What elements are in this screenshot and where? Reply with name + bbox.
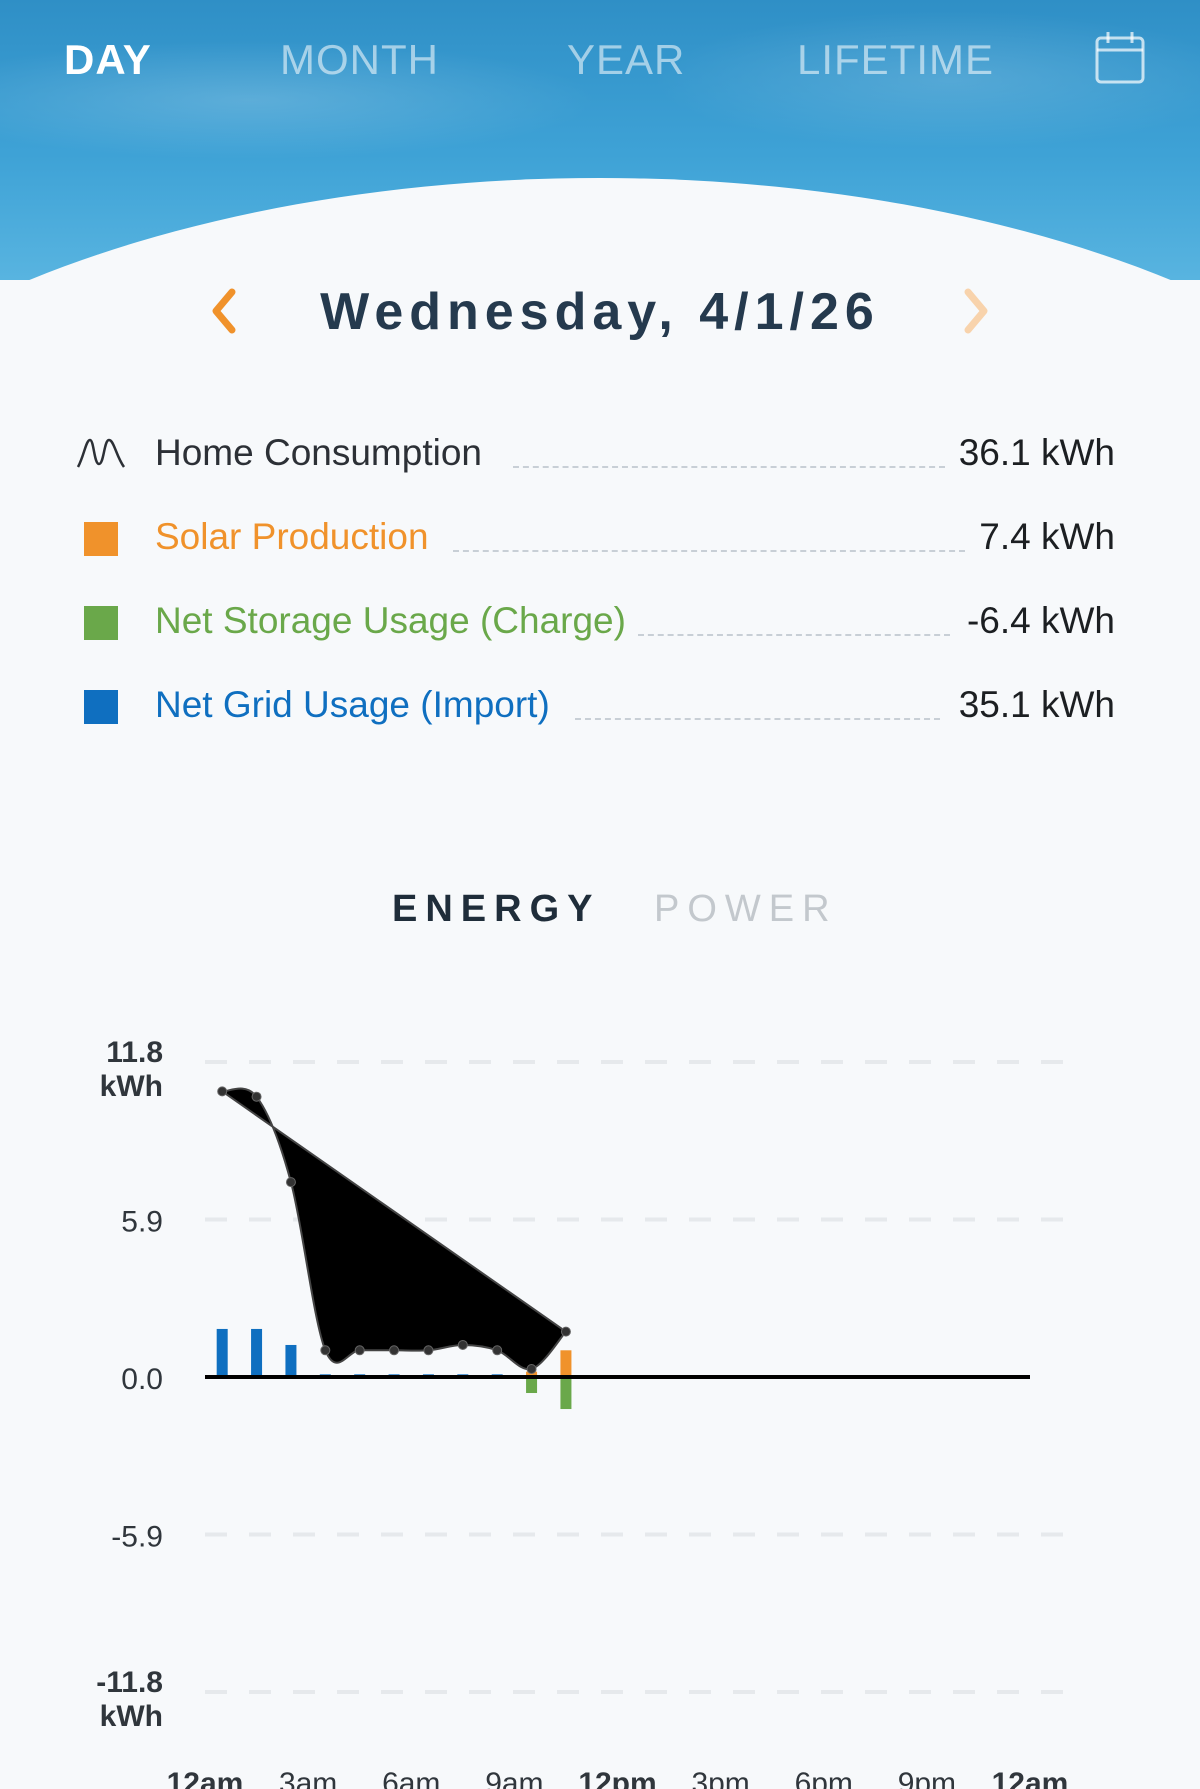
x-tick-label: 9pm — [898, 1767, 956, 1789]
home-consumption-point — [320, 1345, 331, 1356]
home-consumption-point — [285, 1177, 296, 1188]
dotted-leader — [513, 466, 945, 468]
tab-lifetime[interactable]: LIFETIME — [797, 36, 995, 83]
bar-net-grid-usage-import- — [251, 1328, 263, 1377]
solar-legend-swatch — [84, 522, 118, 556]
home-consumption-point — [389, 1345, 400, 1356]
bar-solar-production — [526, 1371, 538, 1377]
bar-solar-production — [560, 1350, 572, 1377]
dotted-leader — [638, 634, 950, 636]
storage-legend-swatch — [84, 606, 118, 640]
header-banner: DAY MONTH YEAR LIFETIME — [0, 0, 1200, 280]
x-tick-label: 3am — [279, 1767, 337, 1789]
y-unit-label: kWh — [100, 1070, 163, 1103]
x-tick-label: 12pm — [578, 1767, 656, 1789]
energy-toggle[interactable]: ENERGY — [392, 888, 601, 930]
date-navigator: Wednesday, 4/1/26 — [0, 270, 1200, 360]
summary-row-solar-production: Solar Production 7.4 kWh — [70, 508, 1115, 558]
dotted-leader — [575, 718, 940, 720]
tab-day[interactable]: DAY — [64, 36, 152, 83]
power-toggle[interactable]: POWER — [654, 888, 838, 930]
home-consumption-point — [423, 1345, 434, 1356]
calendar-icon[interactable] — [1094, 30, 1146, 86]
y-tick-label: -5.9 — [111, 1521, 163, 1554]
home-consumption-point — [354, 1345, 365, 1356]
home-consumption-label: Home Consumption — [155, 432, 482, 473]
tab-year[interactable]: YEAR — [567, 36, 686, 83]
header-curve — [0, 178, 1200, 280]
summary-row-net-storage: Net Storage Usage (Charge) -6.4 kWh — [70, 592, 1115, 642]
bar-net-grid-usage-import- — [285, 1344, 297, 1377]
x-tick-label: 12am — [167, 1767, 244, 1789]
y-tick-label: 0.0 — [121, 1363, 163, 1396]
x-tick-label: 6am — [382, 1767, 440, 1789]
net-storage-label: Net Storage Usage (Charge) — [155, 600, 626, 641]
home-consumption-point — [560, 1326, 571, 1337]
y-tick-label: 11.8 — [106, 1036, 163, 1069]
bar-net-storage-usage-charge- — [526, 1377, 538, 1394]
home-consumption-value: 36.1 kWh — [958, 432, 1115, 473]
net-grid-value: 35.1 kWh — [958, 684, 1115, 725]
home-consumption-point — [251, 1091, 262, 1102]
next-day-button[interactable] — [950, 286, 1000, 336]
grid-legend-swatch — [84, 690, 118, 724]
home-consumption-point — [492, 1345, 503, 1356]
x-tick-label: 12am — [992, 1767, 1069, 1789]
home-consumption-point — [217, 1086, 228, 1097]
x-tick-label: 3pm — [691, 1767, 749, 1789]
home-consumption-area — [221, 1087, 568, 1371]
y-tick-label: 5.9 — [121, 1206, 163, 1239]
summary-row-home-consumption: Home Consumption 36.1 kWh — [70, 424, 1115, 474]
tab-month[interactable]: MONTH — [280, 36, 439, 83]
solar-production-value: 7.4 kWh — [979, 516, 1115, 557]
bar-net-grid-usage-import- — [216, 1328, 228, 1377]
bar-net-storage-usage-charge- — [560, 1377, 572, 1410]
y-unit-label: kWh — [100, 1700, 163, 1733]
consumption-wave-icon — [76, 438, 126, 468]
net-grid-label: Net Grid Usage (Import) — [155, 684, 550, 725]
x-tick-label: 9am — [485, 1767, 543, 1789]
x-tick-label: 6pm — [795, 1767, 853, 1789]
y-tick-label: -11.8 — [96, 1666, 163, 1699]
dotted-leader — [453, 550, 965, 552]
home-consumption-point — [457, 1339, 468, 1350]
home-consumption-point — [526, 1363, 537, 1374]
solar-production-label: Solar Production — [155, 516, 429, 557]
date-title: Wednesday, 4/1/26 — [320, 283, 880, 341]
summary-row-net-grid: Net Grid Usage (Import) 35.1 kWh — [70, 676, 1115, 726]
previous-day-button[interactable] — [200, 286, 250, 336]
net-storage-value: -6.4 kWh — [966, 600, 1115, 641]
